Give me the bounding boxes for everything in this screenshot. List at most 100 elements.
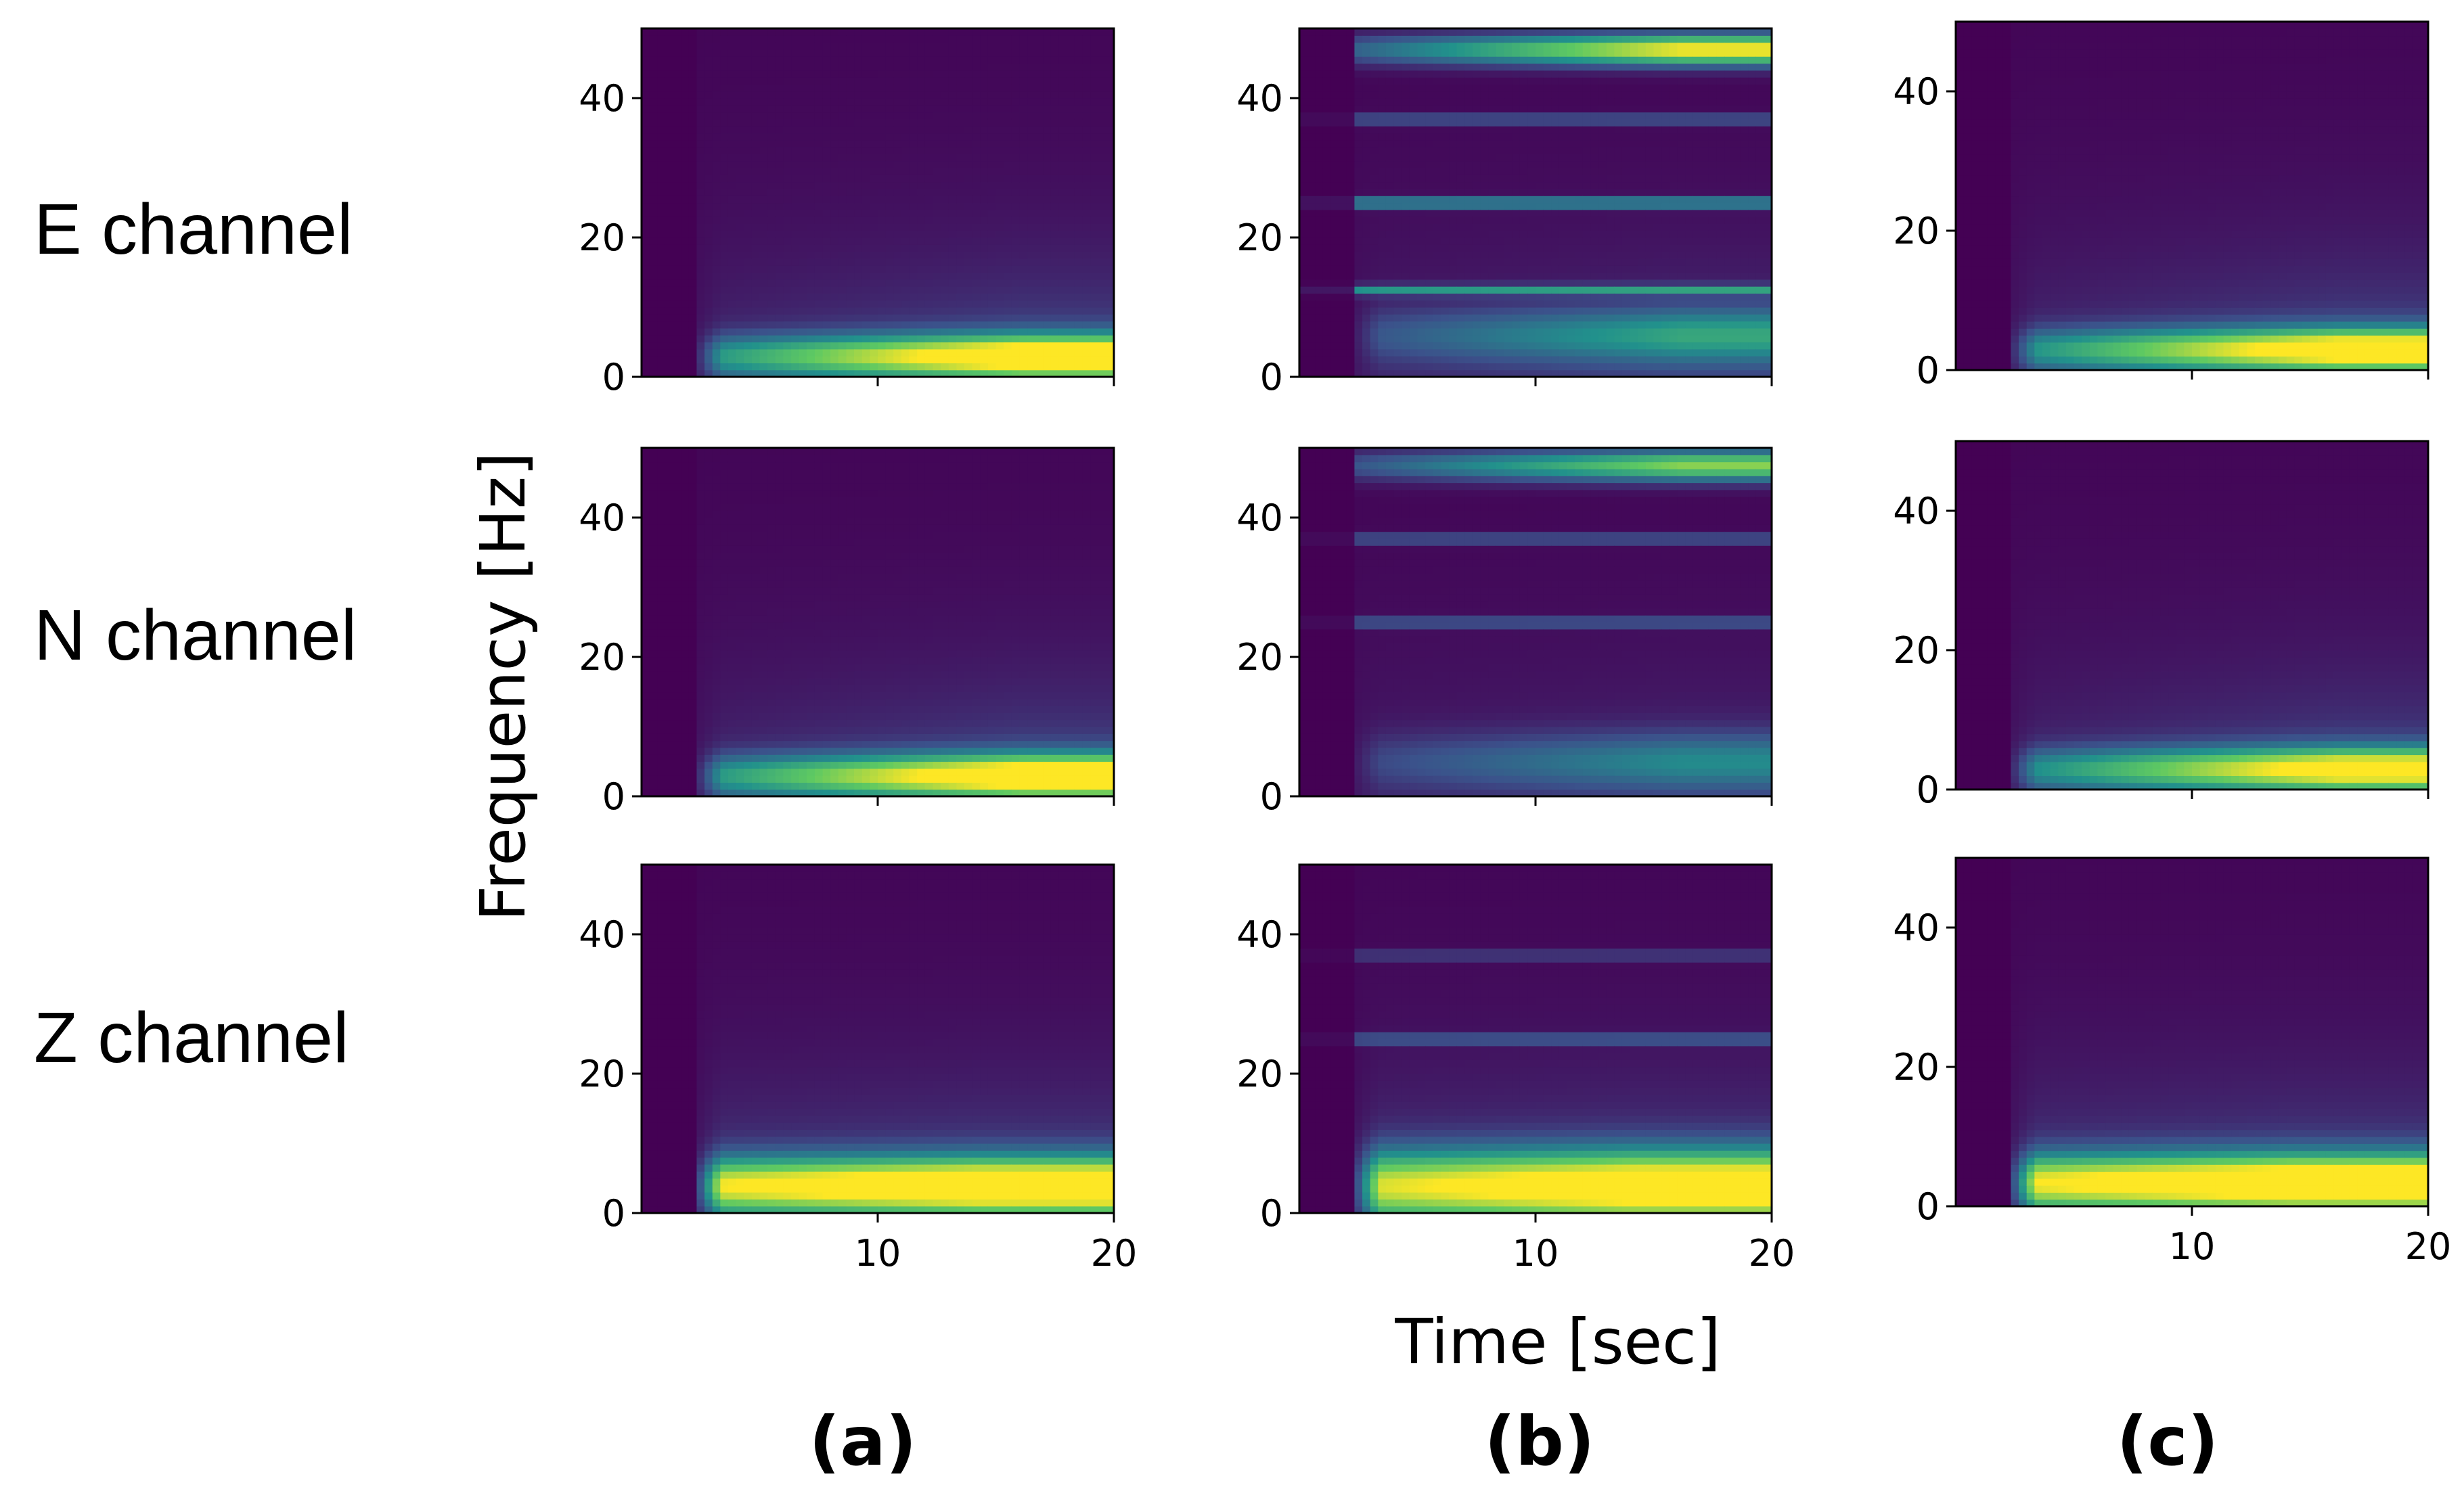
spectrogram-cell [1433,28,1441,36]
spectrogram-cell [1441,293,1450,301]
spectrogram-cell [1011,188,1020,196]
spectrogram-cell [665,70,674,78]
spectrogram-cell [649,133,658,141]
spectrogram-cell [1433,112,1441,120]
spectrogram-cell [744,202,753,210]
spectrogram-cell [1559,77,1568,85]
spectrogram-cell [1536,258,1544,266]
spectrogram-cell [1370,49,1379,57]
spectrogram-cell [1339,237,1347,245]
spectrogram-cell [775,154,784,162]
spectrogram-cell [642,369,650,377]
spectrogram-cell [980,84,989,92]
spectrogram-cell [1322,223,1332,231]
spectrogram-cell [1590,175,1599,183]
spectrogram-cell [1082,133,1091,141]
spectrogram-cell [1378,342,1387,350]
spectrogram-cell [1043,251,1052,259]
spectrogram-cell [1559,160,1568,168]
spectrogram-cell [861,196,870,204]
spectrogram-cell [1536,237,1544,245]
spectrogram-cell [1082,230,1091,238]
spectrogram-cell [822,63,831,71]
spectrogram-cell [972,321,981,329]
spectrogram-cell [1425,42,1434,50]
spectrogram-cell [822,28,831,36]
spectrogram-cell [1385,335,1395,343]
spectrogram-cell [1512,139,1521,147]
spectrogram-cell [924,258,934,266]
spectrogram-cell [1011,147,1020,154]
spectrogram-cell [1019,63,1028,71]
spectrogram-cell [1417,77,1426,85]
spectrogram-cell [1417,133,1426,141]
spectrogram-cell [767,327,776,336]
spectrogram-cell [964,175,973,183]
spectrogram-cell [1354,300,1363,308]
spectrogram-cell [987,112,997,120]
spectrogram-cell [1567,251,1575,259]
spectrogram-cell [1354,258,1363,266]
spectrogram-cell [1551,196,1560,204]
spectrogram-cell [1299,147,1308,154]
spectrogram-cell [1370,70,1379,78]
spectrogram-cell [1456,369,1465,377]
spectrogram-cell [987,175,997,183]
spectrogram-cell [870,321,878,329]
spectrogram-cell [642,112,650,120]
spectrogram-cell [1409,154,1418,162]
spectrogram-cell [1409,147,1418,154]
spectrogram-cell [995,286,1004,294]
spectrogram-cell [1480,209,1489,217]
spectrogram-cell [1433,77,1441,85]
spectrogram-cell [1449,244,1458,252]
spectrogram-cell [1456,244,1465,252]
spectrogram-cell [924,216,934,224]
spectrogram-cell [642,168,650,175]
spectrogram-cell [1488,63,1497,71]
spectrogram-cell [1417,147,1426,154]
spectrogram-cell [1354,147,1363,154]
spectrogram-cell [980,154,989,162]
spectrogram-cell [736,321,744,329]
spectrogram-cell [941,168,949,175]
spectrogram-cell [736,237,744,245]
spectrogram-cell [870,139,878,147]
spectrogram-cell [1315,202,1324,210]
spectrogram-cell [759,356,768,363]
spectrogram-cell [1043,118,1052,127]
spectrogram-cell [1090,91,1099,99]
spectrogram-cell [1402,35,1410,43]
spectrogram-cell [1449,42,1458,50]
spectrogram-cell [917,279,926,287]
spectrogram-cell [1464,307,1473,315]
spectrogram-cell [830,293,839,301]
spectrogram-cell [688,216,698,224]
spectrogram-cell [941,112,949,120]
spectrogram-cell [665,342,674,350]
spectrogram-cell [1575,28,1584,36]
spectrogram-cell [1543,154,1552,162]
spectrogram-cell [1425,251,1434,259]
spectrogram-cell [1393,196,1402,204]
spectrogram-cell [1559,251,1568,259]
spectrogram-cell [1027,223,1036,231]
spectrogram-cell [1559,356,1568,363]
spectrogram-cell [964,237,973,245]
spectrogram-cell [980,188,989,196]
spectrogram-cell [1402,42,1410,50]
spectrogram-cell [783,348,792,357]
spectrogram-cell [1567,265,1575,273]
spectrogram-cell [1050,202,1060,210]
spectrogram-cell [799,356,807,363]
spectrogram-cell [1551,348,1560,357]
spectrogram-cell [720,28,729,36]
spectrogram-cell [751,63,761,71]
spectrogram-cell [1027,70,1036,78]
spectrogram-cell [1019,42,1028,50]
spectrogram-cell [846,91,855,99]
spectrogram-cell [775,300,784,308]
spectrogram-cell [980,35,989,43]
spectrogram-cell [696,342,705,350]
spectrogram-cell [649,181,658,189]
